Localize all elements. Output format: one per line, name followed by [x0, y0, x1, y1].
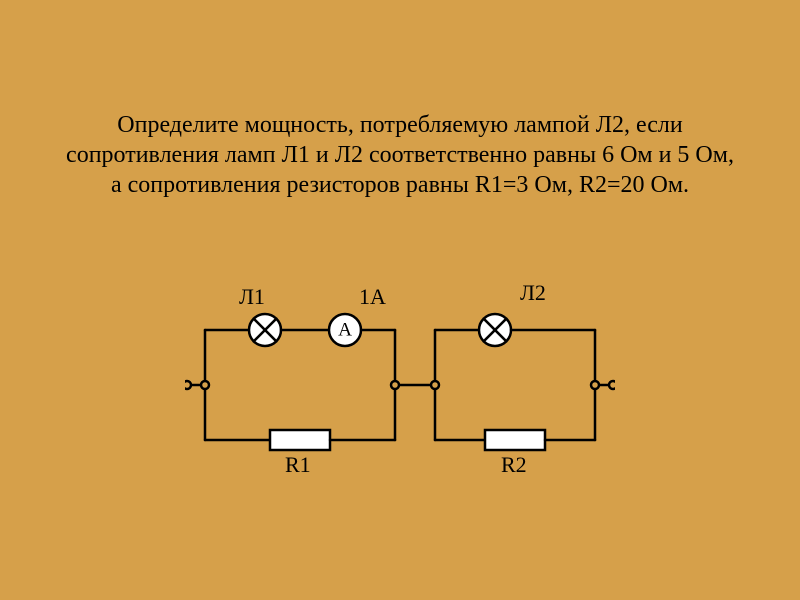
- label-current: 1A: [359, 284, 386, 310]
- label-l2: Л2: [520, 280, 546, 306]
- circuit-diagram: A Л1 1A Л2 R1 R2: [185, 290, 615, 490]
- label-r2: R2: [501, 452, 527, 478]
- circuit-svg: A: [185, 290, 615, 490]
- slide: Определите мощность, потребляемую лампой…: [0, 0, 800, 600]
- svg-text:A: A: [338, 320, 352, 341]
- problem-text: Определите мощность, потребляемую лампой…: [60, 110, 740, 200]
- label-r1: R1: [285, 452, 311, 478]
- label-l1: Л1: [239, 284, 265, 310]
